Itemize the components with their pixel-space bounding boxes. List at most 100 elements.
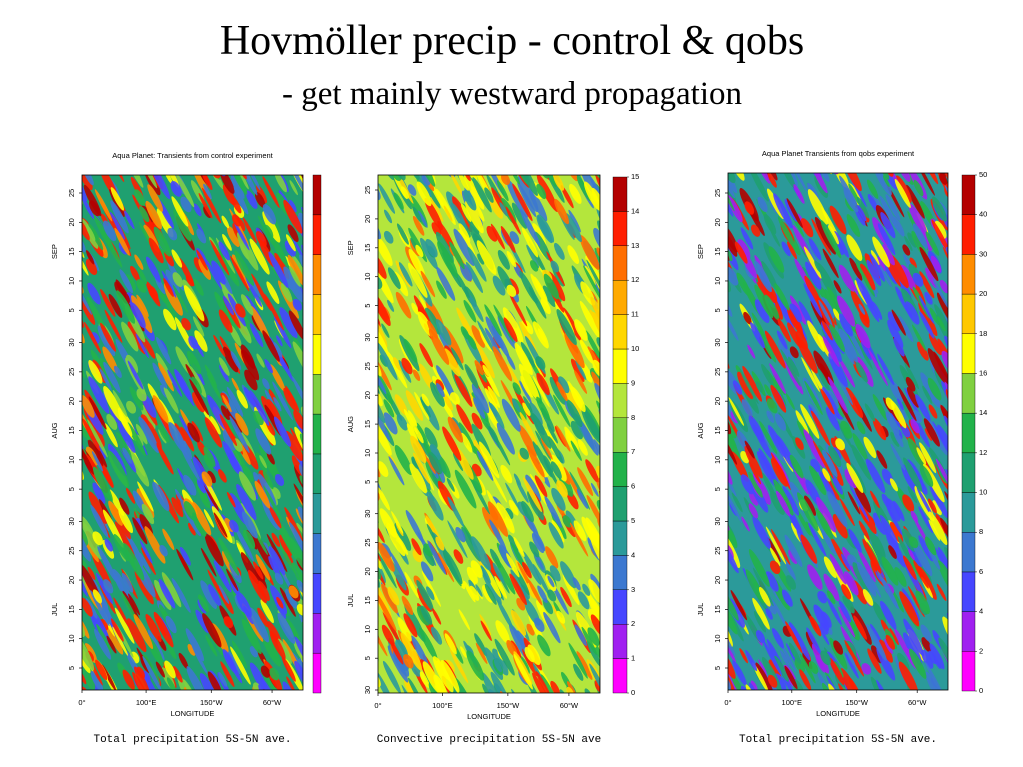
heatmap-streak — [872, 601, 887, 625]
heatmap-streak — [855, 323, 871, 349]
heatmap-streak — [930, 255, 942, 273]
y-tick-label: 30 — [363, 686, 372, 694]
heatmap-streak — [827, 376, 848, 414]
heatmap-streak — [424, 307, 441, 335]
panel-header: Aqua Planet Transients from qobs experim… — [762, 149, 915, 158]
heatmap-streak — [789, 346, 799, 359]
heatmap-streak — [230, 646, 251, 685]
x-tick-label: 100°E — [136, 698, 157, 707]
heatmap-streak — [938, 637, 948, 670]
heatmap-streak — [888, 545, 897, 560]
heatmap-streak — [92, 531, 103, 546]
heatmap-streak — [523, 477, 542, 513]
heatmap-streak — [298, 463, 303, 481]
heatmap-streak — [566, 399, 583, 428]
heatmap-streak — [500, 226, 516, 253]
heatmap-streak — [476, 450, 494, 481]
heatmap-streak — [405, 390, 424, 421]
heatmap-streak — [519, 380, 532, 404]
heatmap-streak — [496, 599, 514, 630]
colorbar-tick-label: 6 — [631, 482, 635, 491]
colorbar-tick-label: 40 — [979, 210, 987, 219]
heatmap-streak — [901, 464, 919, 494]
heatmap-streak — [736, 272, 751, 297]
heatmap-streak — [777, 318, 791, 343]
heatmap-streak — [141, 503, 155, 525]
heatmap-streak — [708, 679, 729, 714]
heatmap-streak — [765, 571, 779, 592]
heatmap-streak — [909, 648, 927, 679]
heatmap-streak — [121, 321, 139, 352]
heatmap-streak — [136, 175, 158, 189]
heatmap-streak — [553, 394, 571, 428]
heatmap-streak — [146, 256, 161, 283]
heatmap-streak — [116, 290, 136, 324]
heatmap-streak — [754, 284, 774, 319]
y-tick-label: 10 — [67, 456, 76, 464]
heatmap-streak — [903, 457, 923, 492]
heatmap-streak — [187, 643, 196, 656]
heatmap-streak — [387, 586, 400, 606]
colorbar-swatch — [612, 658, 628, 694]
heatmap-streak — [573, 663, 584, 681]
heatmap-streak — [947, 219, 960, 237]
heatmap-streak — [590, 296, 600, 335]
heatmap-streak — [206, 372, 223, 402]
heatmap-streak — [575, 360, 587, 380]
heatmap-streak — [363, 552, 374, 566]
heatmap-streak — [94, 189, 113, 222]
heatmap-streak — [236, 484, 257, 521]
heatmap-streak — [447, 416, 464, 443]
heatmap-streak — [590, 614, 600, 636]
heatmap-streak — [861, 290, 880, 323]
heatmap-streak — [842, 595, 851, 610]
heatmap-streak — [937, 560, 948, 598]
colorbar-tick-label: 11 — [631, 310, 639, 319]
heatmap-streak — [279, 307, 298, 339]
x-tick-label: 60°W — [908, 698, 927, 707]
heatmap-streak — [378, 625, 388, 657]
heatmap-streak — [425, 238, 438, 258]
heatmap-streak — [470, 560, 483, 578]
heatmap-streak — [877, 223, 896, 255]
heatmap-streak — [752, 473, 763, 491]
y-tick-label: 5 — [363, 656, 372, 660]
heatmap-streak — [528, 579, 543, 606]
heatmap-streak — [820, 622, 829, 635]
heatmap-streak — [229, 415, 250, 454]
heatmap-streak — [210, 416, 221, 435]
y-tick-label: 10 — [67, 635, 76, 643]
y-tick-label: 25 — [67, 368, 76, 376]
heatmap-streak — [207, 671, 223, 690]
heatmap-streak — [549, 565, 561, 582]
heatmap-streak — [405, 509, 424, 543]
heatmap-streak — [932, 278, 948, 311]
heatmap-streak — [420, 561, 434, 582]
heatmap-streak — [82, 175, 88, 202]
heatmap-streak — [417, 175, 432, 198]
heatmap-streak — [506, 179, 529, 218]
heatmap-streak — [393, 192, 404, 210]
colorbar-swatch — [312, 413, 322, 455]
heatmap-streak — [104, 309, 123, 343]
heatmap-streak — [852, 433, 868, 461]
heatmap-streak — [123, 543, 145, 581]
heatmap-streak — [403, 613, 418, 638]
colorbar-swatch — [612, 383, 628, 418]
heatmap-streak — [925, 671, 948, 690]
heatmap-streak — [784, 665, 798, 690]
heatmap-streak — [564, 332, 585, 369]
heatmap-streak — [484, 304, 502, 337]
heatmap-streak — [403, 654, 414, 669]
heatmap-streak — [515, 479, 529, 503]
heatmap-streak — [764, 384, 772, 397]
heatmap-streak — [288, 537, 303, 574]
heatmap-streak — [728, 175, 735, 212]
y-tick-label: 5 — [67, 487, 76, 491]
y-tick-label: 25 — [713, 547, 722, 555]
heatmap-streak — [454, 677, 475, 693]
month-label: AUG — [346, 416, 355, 432]
heatmap-streak — [748, 503, 759, 519]
heatmap-streak — [194, 160, 207, 175]
heatmap-streak — [885, 532, 906, 568]
